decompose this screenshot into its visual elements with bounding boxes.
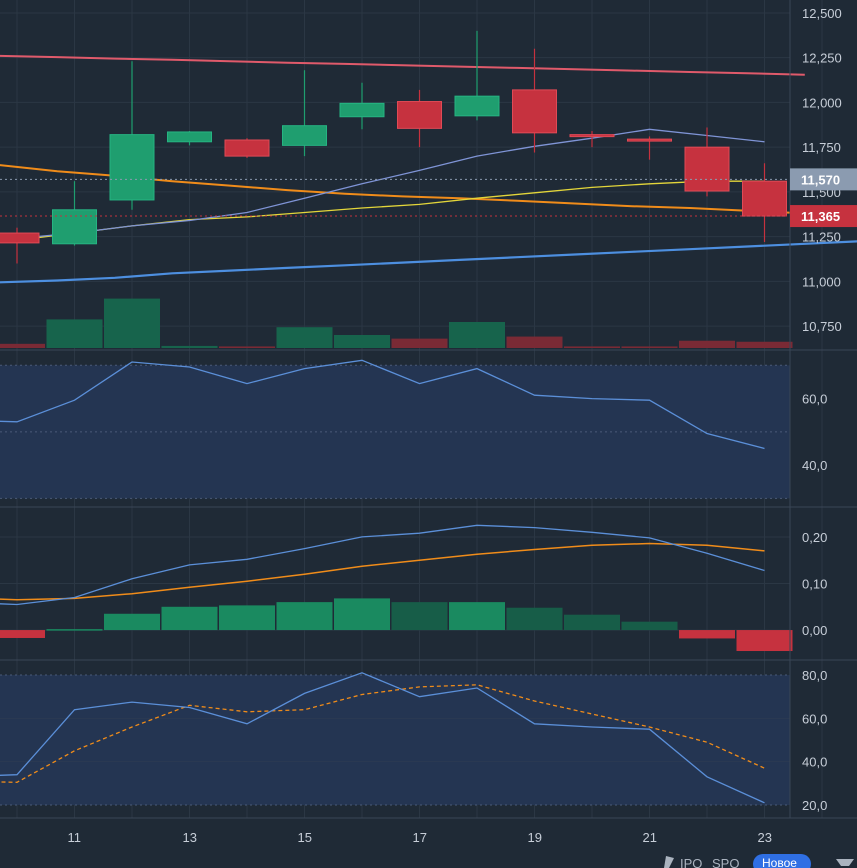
macd-line [0,524,765,606]
macd-histogram-bar [104,613,160,631]
macd-histogram-bar [621,621,678,631]
time-tick-label: 13 [183,830,197,845]
price-tag-label: 11,365 [801,209,840,224]
volume-bar [564,346,620,348]
new-badge-label: Новое [762,856,797,868]
macd-histogram-bar [0,630,45,638]
macd-signal-line [0,542,765,601]
candle-body [0,232,40,244]
macd-tick-label: 0,10 [802,577,827,592]
price-tick-label: 11,000 [802,274,841,289]
stochastic-band [0,675,790,805]
macd-histogram-bar [679,630,735,639]
price-tick-label: 11,750 [802,140,841,155]
candle-body [569,134,615,138]
trophy-icon[interactable] [836,859,854,866]
lower-band-line [0,240,857,284]
time-tick-label: 23 [758,830,772,845]
volume-bar [449,322,505,348]
macd-tick-label: 0,20 [802,530,827,545]
new-badge[interactable] [753,854,811,868]
footer-link-ipo[interactable]: IPO [680,856,702,868]
volume-bar [46,319,103,348]
macd-histogram-bar [161,606,218,631]
price-pane [0,30,857,348]
candle-body [52,209,97,245]
volume-bar [0,343,45,348]
candle-body [742,180,787,217]
candle-body [224,139,270,157]
volume-bar [679,340,735,348]
price-tick-label: 12,250 [802,51,842,66]
candle-body [109,134,155,201]
price-tag [790,168,857,191]
macd-histogram-bar [564,614,620,631]
stochastic-k-line [0,672,765,804]
price-tick-label: 11,250 [802,230,841,245]
candle-body [627,138,672,142]
lightning-icon [664,856,674,868]
volume-bar [161,345,218,348]
time-tick-label: 15 [298,830,312,845]
price-tick-label: 12,000 [802,95,842,110]
volume-bar [104,298,160,348]
stochastic-tick-label: 60,0 [802,711,827,726]
macd-histogram-bar [736,630,793,652]
volume-bar [506,336,563,348]
time-tick-label: 19 [528,830,542,845]
macd-histogram-bar [506,607,563,631]
volume-bar [276,327,333,348]
axes: 12,50012,25012,00011,75011,50011,25011,0… [0,0,857,845]
time-tick-label: 17 [413,830,427,845]
stochastic-d-line [0,684,765,783]
candle-body [454,95,500,117]
time-tick-label: 21 [643,830,657,845]
macd-histogram-bar [219,605,275,631]
rsi-tick-label: 40,0 [802,458,827,473]
upper-band-line [0,54,805,76]
stochastic-tick-label: 80,0 [802,668,827,683]
rsi-pane [0,359,790,499]
price-tick-label: 10,750 [802,319,842,334]
macd-pane [0,524,793,652]
price-tag [790,205,857,228]
macd-histogram-bar [334,598,390,631]
macd-histogram-bar [449,602,505,631]
macd-histogram-bar [46,629,103,631]
rsi-line [0,359,765,450]
macd-histogram-bar [391,602,448,631]
stochastic-pane [0,672,790,806]
candle-body [512,89,557,134]
macd-histogram-bar [276,602,333,631]
candle-body [339,102,385,118]
candle-body [397,101,442,129]
candle-body [167,131,212,143]
stochastic-tick-label: 20,0 [802,798,827,813]
volume-bar [219,346,275,348]
stochastic-tick-label: 40,0 [802,755,827,770]
footer: IPO SPO Новое [664,854,854,868]
price-tick-label: 12,500 [802,6,842,21]
candle-body [684,146,730,192]
volume-bar [736,341,793,348]
candle-body [282,125,327,146]
price-tag-label: 11,570 [801,172,840,187]
volume-bar [621,346,678,348]
middle-band-line [16,128,765,240]
footer-link-spo[interactable]: SPO [712,856,739,868]
rsi-tick-label: 60,0 [802,392,827,407]
volume-bar [391,338,448,348]
volume-bar [334,335,390,348]
macd-tick-label: 0,00 [802,623,827,638]
time-tick-label: 11 [68,830,82,845]
